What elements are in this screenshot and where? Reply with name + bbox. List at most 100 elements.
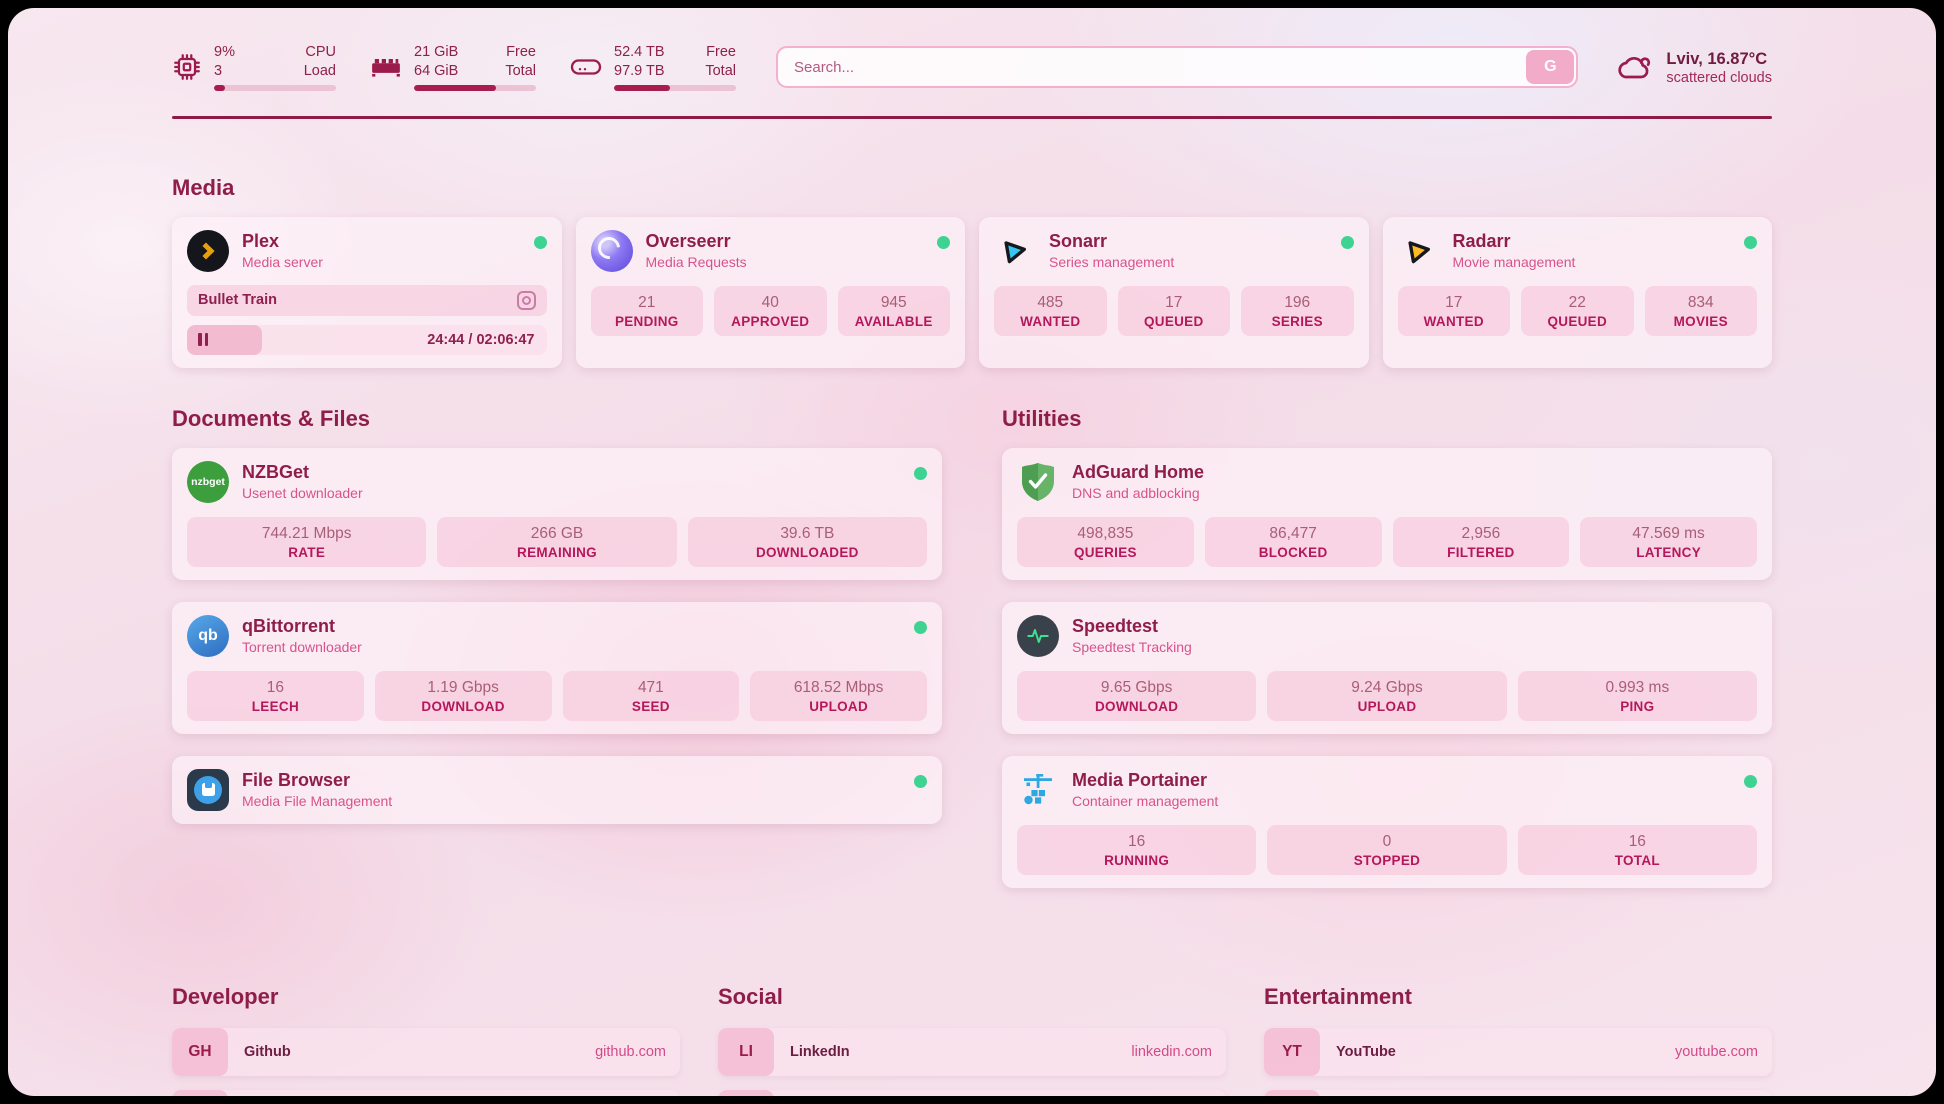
stat-tile: 17 WANTED: [1397, 285, 1510, 336]
stat-tile: 471 SEED: [562, 670, 740, 721]
disk-icon: [570, 59, 602, 75]
app-name: Plex: [242, 230, 280, 251]
stat-tile: 266 GB REMAINING: [437, 516, 677, 567]
pause-icon[interactable]: [198, 333, 208, 346]
stat-tile: 40 APPROVED: [714, 285, 827, 336]
disk-total-label: Total: [705, 62, 736, 79]
status-online-dot: [533, 235, 547, 249]
radarr-icon: [1398, 230, 1440, 272]
now-playing-title: Bullet Train: [198, 292, 277, 308]
cpu-usage-value: 9%: [214, 43, 235, 60]
playback-progress: 24:44 / 02:06:47: [187, 324, 547, 355]
link-badge: TW: [718, 1089, 774, 1096]
utilities-column: Utilities AdGuard Home DNS and adblockin…: [1002, 406, 1772, 910]
cpu-progress-bar: [214, 85, 336, 92]
stat-tile: 86,477 BLOCKED: [1204, 516, 1382, 567]
app-subtitle: DNS and adblocking: [1072, 485, 1200, 502]
status-online-dot: [937, 235, 950, 249]
app-card-plex[interactable]: Plex Media server Bullet Train 24:44 / 0…: [172, 216, 562, 368]
app-card-speedtest[interactable]: Speedtest Speedtest Tracking 9.65 Gbps D…: [1002, 601, 1772, 734]
link-twitter[interactable]: TW Twitter twitter.com: [718, 1089, 1226, 1096]
link-badge: NF: [1264, 1089, 1320, 1096]
app-card-sonarr[interactable]: Sonarr Series management 485 WANTED 17 Q…: [979, 216, 1369, 368]
ram-icon: [372, 59, 400, 77]
app-card-radarr[interactable]: Radarr Movie management 17 WANTED 22 QUE…: [1382, 216, 1772, 368]
ram-free-value: 21 GiB: [414, 43, 459, 60]
status-online-dot: [914, 620, 927, 634]
app-name: Sonarr: [1049, 230, 1108, 251]
cloud-icon: [1618, 56, 1651, 79]
session-icon: [516, 290, 536, 310]
section-title-utilities: Utilities: [1002, 405, 1082, 431]
stat-tile: 21 PENDING: [590, 285, 703, 336]
link-linkedin[interactable]: LI LinkedIn linkedin.com: [718, 1027, 1226, 1076]
status-online-dot: [1744, 235, 1757, 249]
app-subtitle: Media server: [242, 254, 323, 271]
stat-tile: 16 LEECH: [187, 670, 364, 721]
app-card-nzbget[interactable]: nzbget NZBGet Usenet downloader 744.21 M…: [172, 447, 942, 580]
dashboard-frame: 9% 3 CPU Load 21 GiB 64 GiB Free: [8, 8, 1936, 1096]
app-name: Overseerr: [645, 230, 731, 251]
stat-tile: 47.569 ms LATENCY: [1580, 516, 1757, 567]
app-card-filebrowser[interactable]: File Browser Media File Management: [172, 755, 942, 824]
ram-total-value: 64 GiB: [414, 62, 459, 79]
app-subtitle: Torrent downloader: [242, 639, 362, 656]
search-input[interactable]: [776, 46, 1579, 88]
stat-tile: 17 QUEUED: [1117, 285, 1230, 336]
top-bar: 9% 3 CPU Load 21 GiB 64 GiB Free: [172, 38, 1772, 96]
stat-tile: 22 QUEUED: [1521, 285, 1634, 336]
link-badge: SO: [172, 1089, 228, 1096]
app-name: File Browser: [242, 769, 351, 790]
status-online-dot: [1744, 774, 1757, 788]
section-title-media: Media: [172, 174, 235, 200]
disk-widget: 52.4 TB 97.9 TB Free Total: [570, 43, 736, 92]
stat-tile: 618.52 Mbps UPLOAD: [750, 670, 927, 721]
link-stackoverflow[interactable]: SO StackOverflow stackoverflow.com: [172, 1089, 680, 1096]
search-engine-button[interactable]: G: [1526, 50, 1575, 84]
link-github[interactable]: GH Github github.com: [172, 1027, 680, 1076]
app-card-overseerr[interactable]: Overseerr Media Requests 21 PENDING 40 A…: [575, 216, 965, 368]
status-online-dot: [914, 774, 927, 788]
weather-condition: scattered clouds: [1666, 70, 1772, 87]
app-name: Speedtest: [1072, 615, 1159, 636]
stat-tile: 196 SERIES: [1241, 285, 1354, 336]
app-subtitle: Usenet downloader: [242, 485, 363, 502]
stat-tile: 744.21 Mbps RATE: [187, 516, 427, 567]
cpu-load-label: Load: [303, 62, 336, 79]
developer-column: Developer GH Github github.com SO StackO…: [172, 984, 680, 1096]
app-subtitle: Speedtest Tracking: [1072, 639, 1192, 656]
section-title-entertainment: Entertainment: [1264, 983, 1412, 1009]
header-divider: [172, 116, 1772, 119]
disk-total-value: 97.9 TB: [614, 62, 665, 79]
link-badge: GH: [172, 1027, 228, 1076]
speedtest-icon: [1017, 614, 1059, 657]
link-youtube[interactable]: YT YouTube youtube.com: [1264, 1027, 1772, 1076]
stat-tile: 498,835 QUERIES: [1017, 516, 1194, 567]
app-subtitle: Media Requests: [645, 254, 747, 271]
app-name: Media Portainer: [1072, 769, 1208, 790]
media-card-grid: Plex Media server Bullet Train 24:44 / 0…: [172, 216, 1772, 368]
stat-tile: 1.19 Gbps DOWNLOAD: [374, 670, 552, 721]
playback-time: 24:44 / 02:06:47: [427, 331, 535, 348]
stat-tile: 0 STOPPED: [1267, 824, 1507, 875]
stat-tile: 485 WANTED: [994, 285, 1107, 336]
app-name: NZBGet: [242, 461, 309, 482]
stat-tile: 9.24 Gbps UPLOAD: [1267, 670, 1507, 721]
link-badge: YT: [1264, 1027, 1320, 1076]
disk-free-value: 52.4 TB: [614, 43, 665, 60]
overseerr-icon: [590, 229, 633, 272]
ram-free-label: Free: [506, 43, 536, 60]
app-card-portainer[interactable]: Media Portainer Container management 16 …: [1002, 755, 1772, 888]
link-netflix[interactable]: NF Netflix netflix.com: [1264, 1089, 1772, 1096]
plex-icon: [187, 229, 229, 272]
disk-free-label: Free: [706, 43, 736, 60]
cpu-icon: [174, 54, 200, 80]
adguard-icon: [1017, 461, 1059, 503]
app-card-adguard[interactable]: AdGuard Home DNS and adblocking 498,835 …: [1002, 447, 1772, 580]
app-subtitle: Movie management: [1452, 254, 1576, 271]
filebrowser-icon: [187, 768, 229, 811]
app-name: qBittorrent: [242, 615, 335, 636]
stat-tile: 16 TOTAL: [1517, 824, 1757, 875]
app-card-qbittorrent[interactable]: qb qBittorrent Torrent downloader 16 LEE…: [172, 601, 942, 734]
stat-tile: 945 AVAILABLE: [837, 285, 950, 336]
